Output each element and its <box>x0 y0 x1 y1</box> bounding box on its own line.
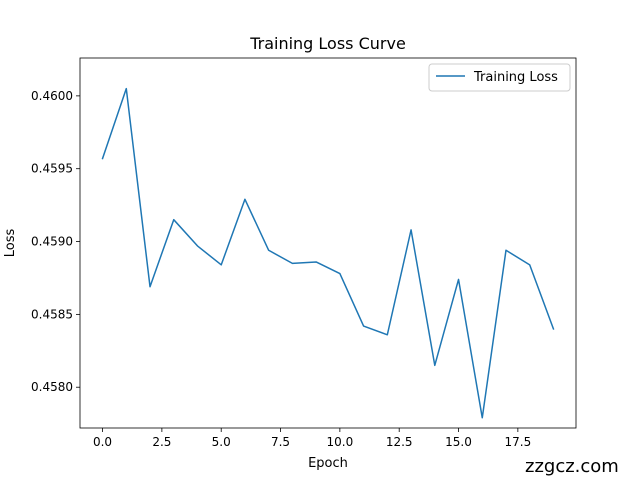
y-axis-ticks: 0.4580 0.4585 0.4590 0.4595 0.4600 <box>31 89 80 394</box>
training-loss-line <box>101 87 555 419</box>
x-axis-label: Epoch <box>308 456 348 471</box>
x-tick-label: 0.0 <box>93 435 112 449</box>
y-tick-label: 0.4595 <box>31 162 73 176</box>
x-axis-ticks: 0.0 2.5 5.0 7.5 10.0 12.5 15.0 17.5 <box>93 428 531 449</box>
legend-label: Training Loss <box>473 70 558 85</box>
y-tick-label: 0.4600 <box>31 89 73 103</box>
x-tick-label: 5.0 <box>212 435 231 449</box>
y-tick-label: 0.4590 <box>31 235 73 249</box>
plot-area <box>80 58 576 428</box>
legend-frame <box>428 63 571 92</box>
y-tick-label: 0.4580 <box>31 380 73 394</box>
x-tick-label: 7.5 <box>271 435 290 449</box>
chart-title: Training Loss Curve <box>249 34 406 53</box>
x-tick-label: 15.0 <box>445 435 472 449</box>
legend: Training Loss <box>428 63 571 92</box>
y-axis-label: Loss <box>3 229 18 258</box>
x-tick-label: 2.5 <box>152 435 171 449</box>
plot-frame <box>79 57 577 429</box>
y-tick-label: 0.4585 <box>31 307 73 321</box>
x-tick-label: 12.5 <box>386 435 413 449</box>
watermark: zzgcz.com <box>521 454 623 480</box>
x-tick-label: 17.5 <box>504 435 531 449</box>
x-tick-label: 10.0 <box>327 435 354 449</box>
